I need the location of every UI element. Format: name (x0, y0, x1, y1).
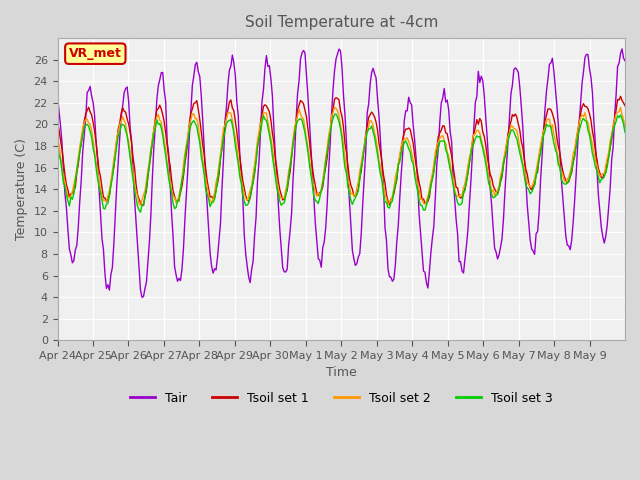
Legend: Tair, Tsoil set 1, Tsoil set 2, Tsoil set 3: Tair, Tsoil set 1, Tsoil set 2, Tsoil se… (125, 387, 557, 410)
X-axis label: Time: Time (326, 366, 356, 379)
Title: Soil Temperature at -4cm: Soil Temperature at -4cm (244, 15, 438, 30)
Text: VR_met: VR_met (69, 47, 122, 60)
Y-axis label: Temperature (C): Temperature (C) (15, 138, 28, 240)
